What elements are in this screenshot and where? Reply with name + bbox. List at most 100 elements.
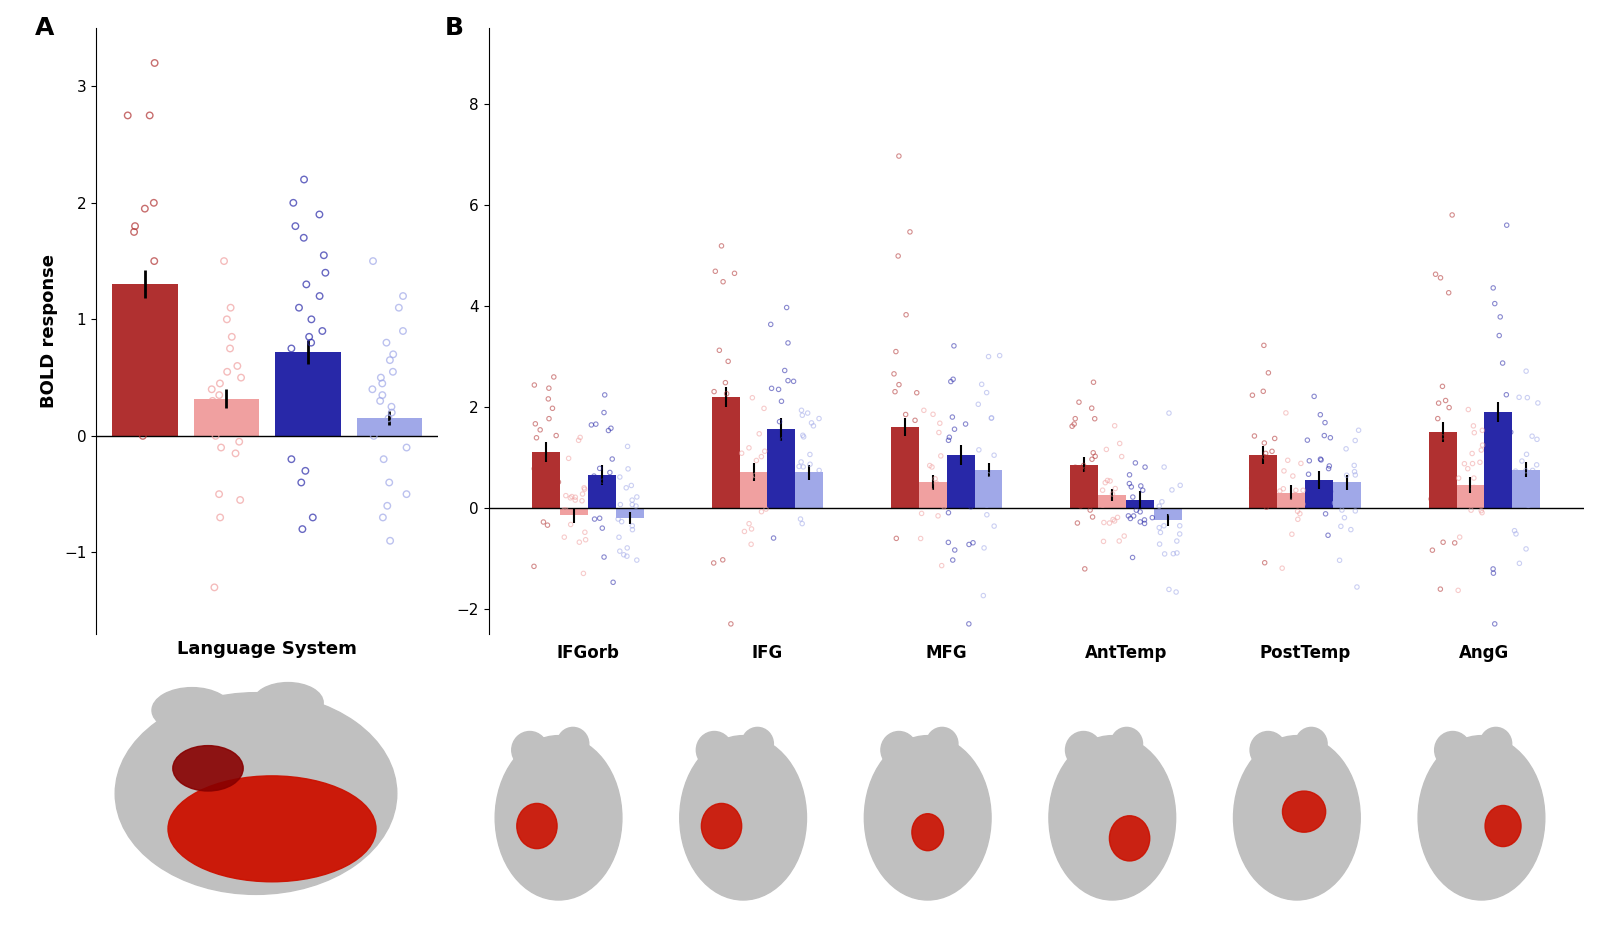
Point [386, 300, 411, 315]
Point [1082, 411, 1107, 426]
Point [1066, 395, 1091, 410]
Point [1514, 363, 1539, 378]
Point [614, 541, 640, 556]
Point [1525, 432, 1550, 446]
Point [918, 483, 944, 498]
Point [298, 335, 323, 350]
Bar [1098, 495, 1126, 508]
Point [619, 478, 645, 493]
Bar [533, 452, 560, 508]
Point [885, 424, 910, 439]
Point [718, 616, 744, 631]
Point [370, 376, 395, 391]
Point [790, 430, 816, 445]
Point [1270, 463, 1296, 478]
Point [717, 477, 742, 492]
Point [883, 531, 909, 545]
Point [1062, 411, 1088, 426]
Point [1480, 280, 1506, 295]
Point [898, 435, 923, 450]
Point [1070, 458, 1096, 473]
Bar [1512, 470, 1541, 508]
Point [307, 207, 333, 222]
Ellipse shape [1109, 815, 1150, 861]
Point [552, 530, 578, 545]
Point [378, 533, 403, 548]
Point [381, 347, 406, 361]
Bar [974, 470, 1003, 508]
Point [806, 411, 832, 426]
Point [1251, 449, 1277, 464]
Point [619, 497, 645, 512]
Point [774, 445, 800, 460]
Point [973, 492, 998, 507]
Point [1166, 527, 1192, 542]
Point [1342, 433, 1368, 448]
Point [923, 475, 949, 490]
Point [587, 460, 613, 475]
Point [1333, 442, 1358, 457]
Point [538, 451, 563, 466]
Point [1150, 518, 1176, 533]
Point [1346, 423, 1371, 438]
Point [1502, 463, 1528, 478]
Bar [1456, 485, 1485, 508]
Point [368, 393, 394, 408]
Point [1158, 483, 1184, 498]
Point [573, 532, 598, 547]
Point [1342, 468, 1368, 483]
Point [1469, 443, 1494, 458]
Point [1517, 485, 1542, 500]
Point [773, 480, 798, 495]
Point [758, 381, 784, 396]
Point [1342, 503, 1368, 518]
Point [523, 417, 549, 432]
Point [1435, 455, 1461, 470]
Point [1061, 417, 1086, 432]
Point [730, 446, 755, 460]
Point [747, 426, 773, 441]
Point [710, 275, 736, 290]
Point [701, 384, 726, 399]
Point [130, 429, 155, 444]
Point [1461, 471, 1486, 486]
Point [291, 231, 317, 246]
Point [1274, 405, 1299, 420]
Point [749, 504, 774, 519]
Point [957, 616, 982, 631]
Point [1093, 475, 1118, 490]
Point [541, 370, 566, 385]
Point [536, 411, 562, 426]
Point [1506, 389, 1531, 404]
Point [370, 510, 395, 525]
Point [114, 318, 139, 333]
Point [1478, 425, 1504, 440]
Point [1117, 476, 1142, 491]
Ellipse shape [494, 736, 622, 900]
Point [1467, 455, 1493, 470]
Point [702, 263, 728, 278]
Point [1317, 459, 1342, 474]
Point [368, 370, 394, 385]
Point [1469, 505, 1494, 520]
Point [586, 494, 611, 509]
Point [797, 447, 822, 462]
Point [360, 254, 386, 269]
Point [286, 300, 312, 315]
Point [797, 491, 822, 506]
Y-axis label: BOLD response: BOLD response [40, 254, 58, 408]
Point [795, 405, 821, 420]
Point [1133, 460, 1158, 474]
Point [122, 224, 147, 239]
Point [1338, 522, 1363, 537]
Point [1461, 480, 1486, 495]
Point [563, 492, 589, 507]
Point [800, 418, 826, 433]
Point [886, 149, 912, 163]
Point [1312, 496, 1338, 511]
Point [1523, 458, 1549, 473]
Point [1253, 446, 1278, 460]
X-axis label: Language System: Language System [178, 640, 357, 658]
Point [1461, 425, 1486, 440]
Point [120, 405, 146, 420]
